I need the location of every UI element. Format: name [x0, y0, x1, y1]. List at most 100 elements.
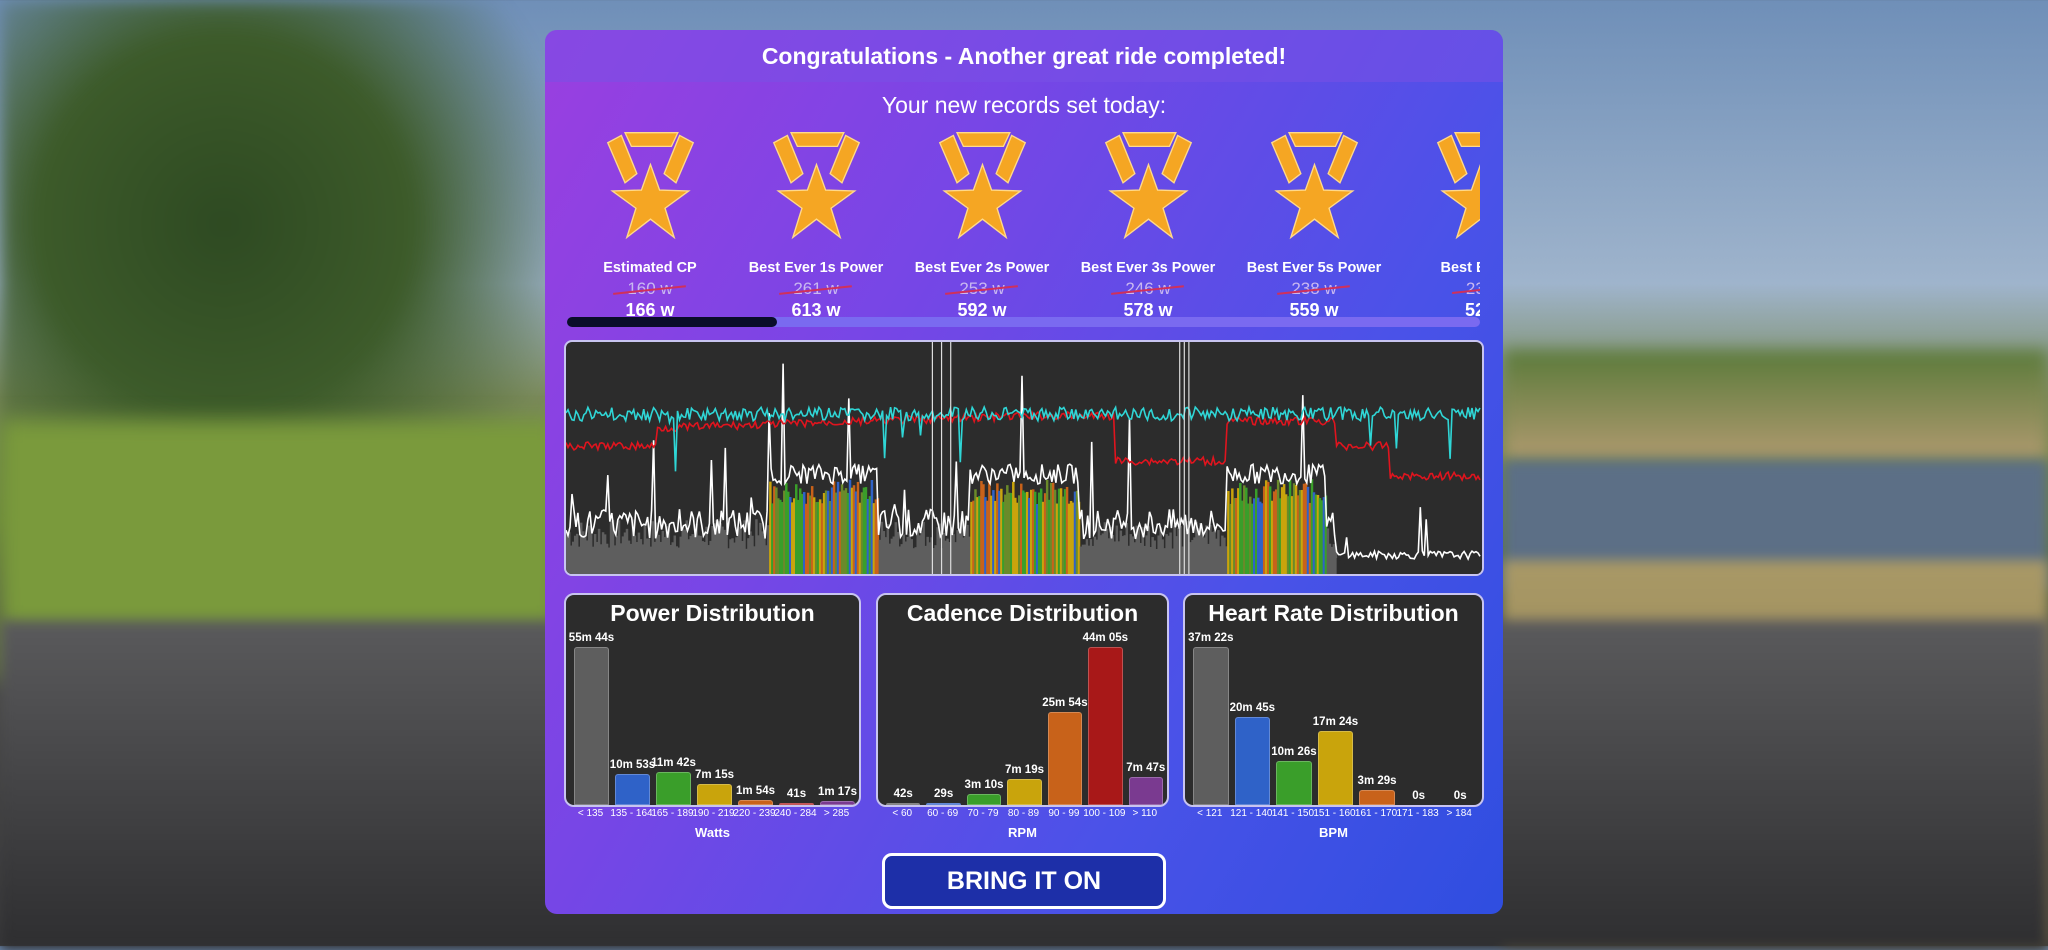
- record-card: Best Ever 2s Power 253 w 592 w: [899, 130, 1065, 321]
- power-zone-column: [1145, 535, 1148, 574]
- power-zone-column: [679, 536, 682, 574]
- power-zone-column: [619, 543, 623, 574]
- power-zone-column: [729, 539, 732, 574]
- power-zone-column: [1312, 492, 1316, 574]
- power-zone-column: [1268, 486, 1272, 574]
- power-zone-column: [691, 534, 694, 574]
- category-label: 171 - 183: [1396, 808, 1439, 819]
- power-zone-column: [1179, 526, 1182, 574]
- power-zone-column: [906, 536, 910, 574]
- power-zone-column: [820, 503, 824, 574]
- power-zone-column: [978, 495, 981, 574]
- power-zone-column: [1069, 500, 1073, 574]
- power-zone-column: [715, 519, 718, 574]
- power-zone-column: [798, 488, 802, 574]
- power-zone-column: [864, 487, 868, 574]
- power-zone-column: [649, 546, 653, 574]
- dialog-title: Congratulations - Another great ride com…: [545, 30, 1503, 82]
- power-zone-column: [966, 524, 969, 574]
- power-zone-column: [787, 491, 790, 574]
- power-zone-column: [1278, 498, 1282, 574]
- power-zone-column: [1314, 494, 1318, 574]
- power-zone-column: [1008, 492, 1011, 574]
- power-zone-column: [892, 536, 896, 574]
- power-zone-column: [964, 520, 967, 574]
- bar-value-label: 11m 42s: [651, 756, 696, 769]
- bar-value-label: 10m 53s: [609, 759, 656, 772]
- power-zone-column: [1061, 496, 1065, 574]
- power-zone-column: [920, 532, 923, 574]
- power-zone-column: [745, 548, 748, 574]
- power-zone-column: [1211, 531, 1214, 574]
- power-zone-column: [1091, 545, 1095, 574]
- power-zone-column: [765, 545, 768, 574]
- power-zone-column: [1227, 491, 1230, 574]
- power-zone-column: [968, 536, 971, 574]
- power-zone-column: [810, 486, 814, 574]
- power-zone-column: [1346, 555, 1350, 574]
- category-label: 161 - 170: [1354, 808, 1398, 819]
- power-zone-column: [1139, 542, 1142, 574]
- power-zone-column: [806, 492, 810, 574]
- power-zone-column: [1067, 503, 1071, 574]
- power-zone-column: [727, 548, 730, 574]
- power-zone-column: [1464, 557, 1467, 574]
- distribution-title: Heart Rate Distribution: [1208, 600, 1459, 626]
- power-zone-column: [1018, 495, 1021, 574]
- power-zone-column: [1167, 535, 1170, 574]
- power-zone-column: [1444, 558, 1447, 574]
- distribution-bar: [574, 647, 609, 805]
- power-zone-column: [796, 499, 800, 574]
- power-zone-column: [1304, 483, 1308, 574]
- medal-star-icon: [1270, 132, 1358, 240]
- power-zone-column: [1282, 484, 1286, 574]
- power-zone-column: [1213, 531, 1216, 574]
- category-label: > 184: [1446, 808, 1472, 819]
- power-zone-column: [802, 492, 806, 574]
- power-zone-column: [567, 532, 571, 574]
- power-zone-column: [924, 545, 927, 574]
- power-zone-column: [1215, 538, 1218, 574]
- power-zone-column: [703, 541, 706, 574]
- power-zone-column: [667, 529, 671, 574]
- power-zone-column: [611, 519, 615, 574]
- category-label: > 110: [1132, 808, 1158, 819]
- power-zone-column: [1129, 534, 1133, 574]
- power-zone-column: [1364, 559, 1368, 574]
- distribution-bar: [1128, 777, 1163, 805]
- records-carousel[interactable]: Estimated CP 160 w 166 w Best Ever 1s Power…: [567, 130, 1480, 350]
- power-zone-column: [599, 544, 603, 574]
- bars-area: 55m 44s 10m 53s 11m 42s 7m 15s 1m 54s 41s 1m 1…: [569, 632, 857, 805]
- power-zone-column: [1440, 555, 1443, 574]
- power-zone-column: [1249, 496, 1252, 574]
- medal-star-icon: [1436, 132, 1480, 240]
- record-previous: 246 w: [1125, 279, 1171, 298]
- power-zone-column: [1476, 558, 1479, 574]
- power-zone-column: [583, 536, 587, 574]
- bar-value-label: 3m 10s: [964, 778, 1004, 791]
- power-zone-column: [1328, 543, 1332, 574]
- category-label: < 135: [577, 808, 604, 819]
- power-zone-column: [1418, 556, 1421, 574]
- power-zone-column: [838, 491, 842, 574]
- power-zone-column: [1047, 499, 1051, 574]
- power-zone-column: [1390, 554, 1393, 574]
- power-line: [566, 363, 1481, 562]
- power-zone-column: [1442, 559, 1445, 574]
- power-zone-column: [1254, 488, 1258, 574]
- power-zone-column: [699, 535, 702, 574]
- power-zone-column: [836, 481, 840, 574]
- power-zone-column: [685, 520, 688, 574]
- bring-it-on-button[interactable]: BRING IT ON: [882, 853, 1166, 909]
- power-zone-column: [1362, 561, 1366, 574]
- scrollbar-thumb[interactable]: [567, 317, 777, 327]
- power-zone-column: [707, 545, 710, 574]
- power-zone-column: [1043, 493, 1047, 574]
- power-zone-column: [1458, 557, 1461, 574]
- axis-unit-label: RPM: [1008, 825, 1037, 840]
- record-label: Best Ever 1s Power: [748, 260, 884, 276]
- power-zone-column: [721, 526, 724, 574]
- records-scrollbar[interactable]: [567, 317, 1480, 327]
- power-zone-column: [693, 535, 696, 574]
- distribution-bar: [1007, 778, 1042, 805]
